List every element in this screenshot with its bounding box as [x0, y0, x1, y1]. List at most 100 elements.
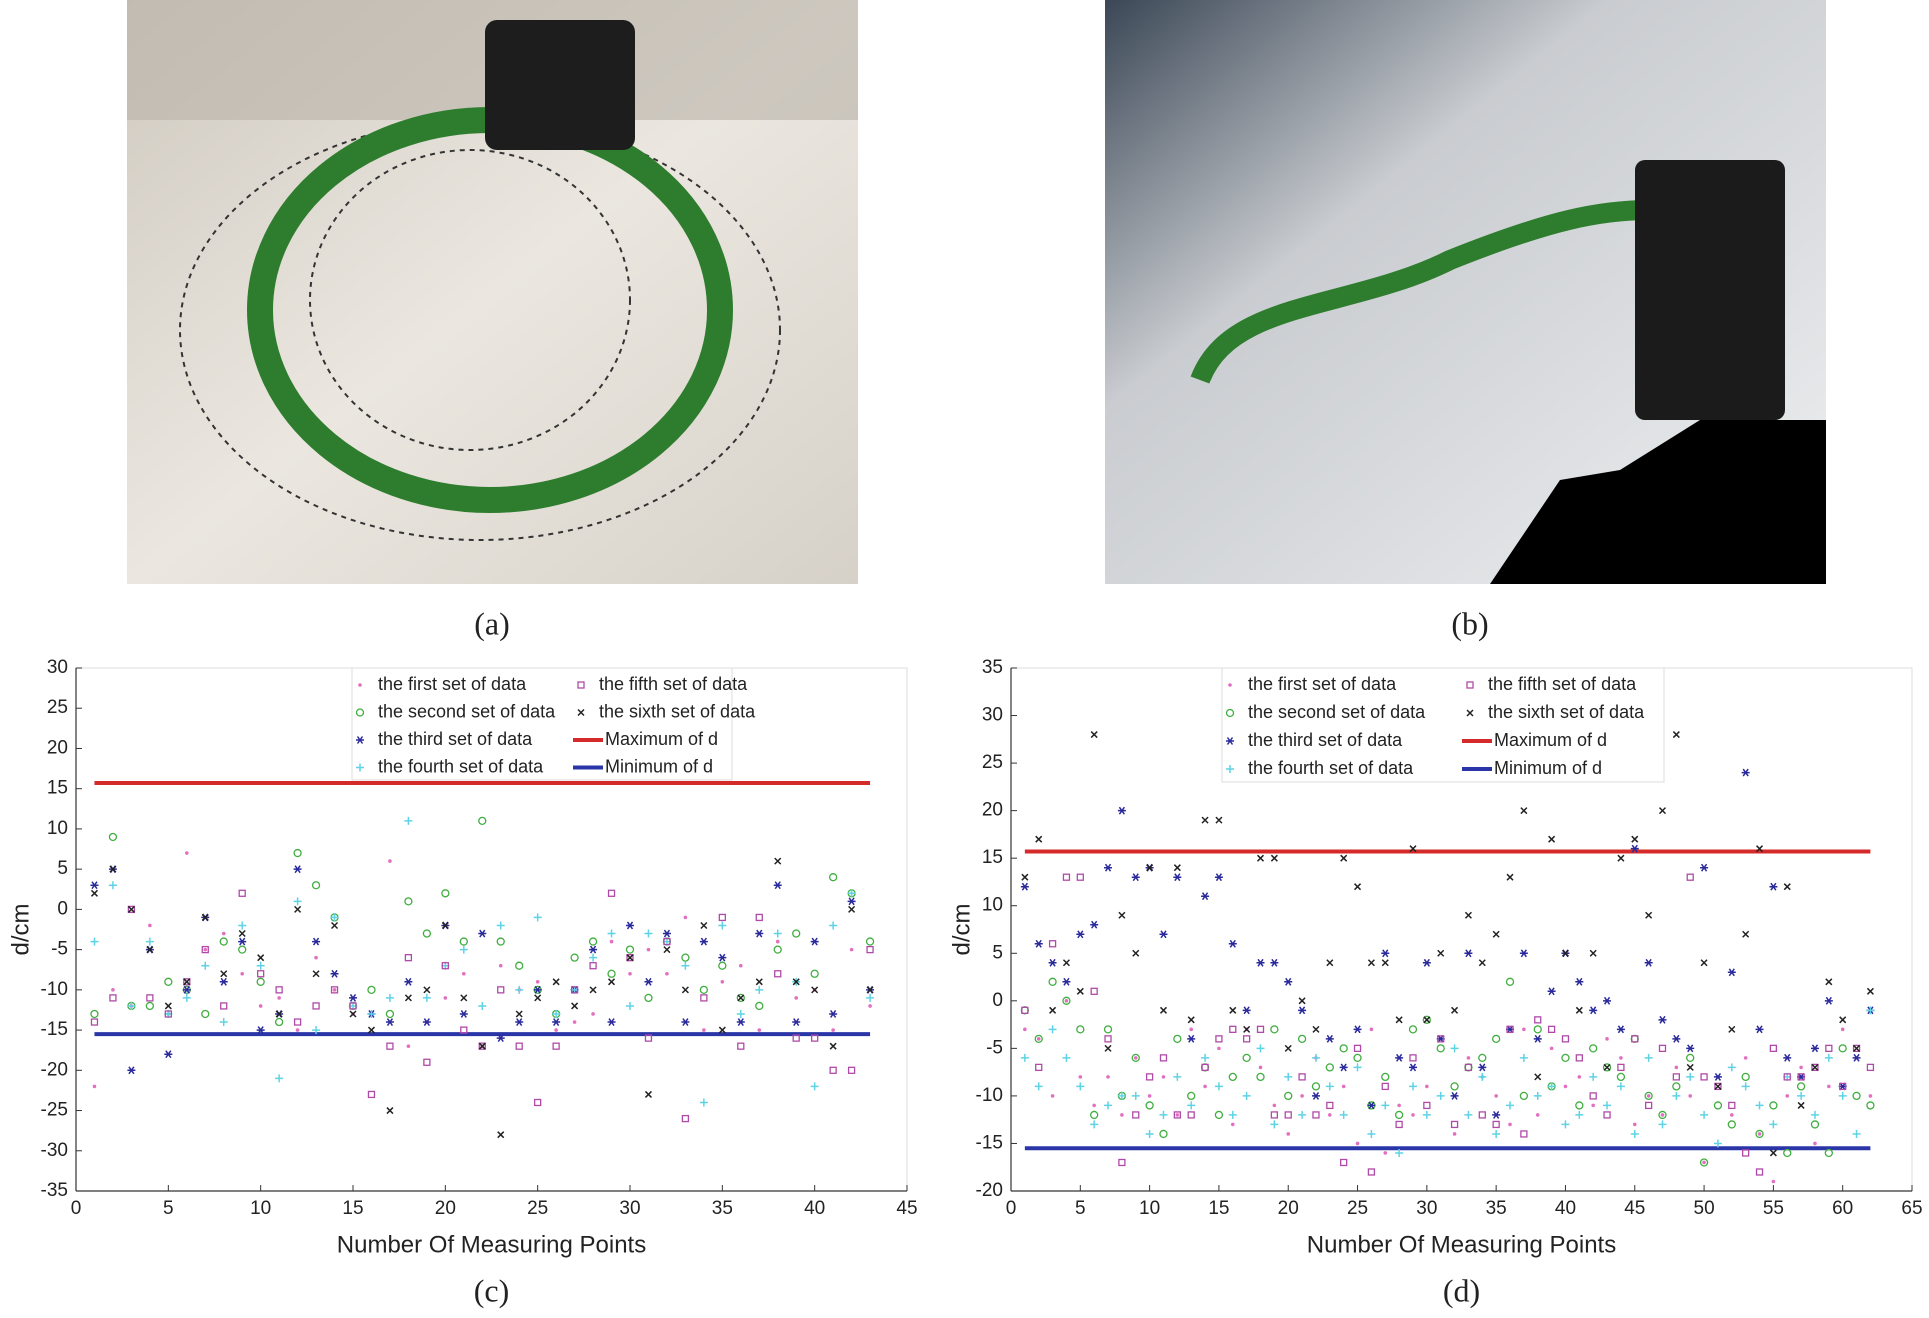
- data-point: [349, 993, 357, 1002]
- data-point: [219, 937, 228, 946]
- x-tick-label: 50: [1694, 1198, 1715, 1219]
- data-point: [1810, 1120, 1820, 1129]
- data-point: [1228, 939, 1237, 948]
- data-point: [406, 1044, 411, 1048]
- legend-marker: [1226, 737, 1234, 745]
- data-point: [628, 971, 632, 976]
- data-point: [1811, 1063, 1819, 1071]
- legend-marker: [1225, 708, 1235, 718]
- data-point: [1605, 1037, 1609, 1041]
- data-point: [386, 1042, 394, 1050]
- data-point: [1437, 949, 1445, 957]
- data-point: [792, 978, 800, 986]
- data-point: [1631, 835, 1639, 843]
- data-point: [1771, 1179, 1776, 1184]
- data-point: [736, 993, 745, 1003]
- data-point: [1478, 959, 1486, 967]
- data-point: [1062, 959, 1070, 967]
- data-point: [1727, 1120, 1736, 1129]
- data-point: [1575, 1006, 1583, 1014]
- data-point: [1852, 1091, 1861, 1101]
- data-point: [330, 913, 339, 922]
- data-point: [1839, 1082, 1847, 1091]
- data-point: [1145, 1073, 1154, 1081]
- data-point: [1464, 1110, 1473, 1119]
- data-point: [462, 971, 466, 976]
- chart-caption: (d): [1443, 1272, 1480, 1308]
- data-point: [757, 1028, 762, 1032]
- data-point: [736, 1009, 745, 1018]
- data-point: [1228, 1072, 1237, 1082]
- x-tick-label: 40: [804, 1198, 825, 1219]
- data-point: [1672, 731, 1680, 739]
- data-point: [1506, 1101, 1515, 1110]
- data-point: [681, 953, 690, 962]
- data-point: [1383, 1151, 1388, 1155]
- data-point: [1326, 959, 1334, 967]
- data-point: [203, 947, 208, 952]
- data-point: [534, 994, 542, 1002]
- data-point: [1395, 1120, 1403, 1129]
- x-tick-label: 15: [1208, 1198, 1229, 1219]
- data-point: [1034, 1034, 1043, 1044]
- data-point: [515, 1010, 523, 1018]
- data-point: [422, 993, 431, 1002]
- data-point: [591, 1012, 595, 1016]
- data-point: [127, 1066, 136, 1075]
- data-point: [1436, 1091, 1445, 1100]
- data-point: [1741, 1072, 1750, 1082]
- data-point: [109, 865, 117, 873]
- y-tick-label: -5: [51, 939, 68, 960]
- data-point: [1090, 987, 1098, 995]
- data-point: [312, 1002, 320, 1010]
- data-point: [127, 905, 136, 914]
- data-point: [478, 1042, 486, 1050]
- data-point: [221, 931, 226, 936]
- data-point: [183, 978, 191, 986]
- data-point: [552, 1009, 561, 1018]
- data-point: [829, 1010, 838, 1018]
- data-point: [1270, 958, 1279, 967]
- data-point: [1243, 1025, 1251, 1033]
- data-point: [1409, 1054, 1417, 1062]
- data-point: [1284, 977, 1293, 986]
- data-point: [1769, 1149, 1777, 1157]
- data-point: [1036, 1037, 1041, 1041]
- data-point: [459, 937, 468, 946]
- data-point: [1741, 1082, 1750, 1091]
- data-point: [1062, 1053, 1071, 1062]
- data-point: [1450, 1091, 1459, 1100]
- data-point: [1103, 1025, 1113, 1034]
- data-point: [1353, 1053, 1362, 1063]
- data-point: [1284, 1044, 1292, 1052]
- photo-a: [127, 0, 858, 584]
- data-point: [535, 980, 540, 984]
- data-point: [646, 947, 651, 952]
- data-point: [1300, 1094, 1304, 1098]
- data-point: [515, 1042, 523, 1050]
- data-point: [1062, 977, 1071, 986]
- data-point: [1616, 1025, 1625, 1034]
- data-point: [1242, 1053, 1251, 1063]
- data-point: [1589, 1006, 1598, 1015]
- data-point: [1492, 1129, 1501, 1138]
- y-tick-label: -15: [976, 1132, 1003, 1153]
- data-point: [1533, 1034, 1542, 1043]
- data-point: [1173, 1034, 1182, 1044]
- data-point: [404, 897, 413, 906]
- data-point: [330, 986, 339, 994]
- data-point: [1519, 949, 1528, 958]
- data-point: [1646, 1094, 1651, 1098]
- data-point: [1630, 1129, 1639, 1138]
- data-point: [1422, 1110, 1431, 1119]
- data-point: [1297, 1034, 1307, 1044]
- data-point: [589, 953, 598, 962]
- data-point: [1312, 1111, 1320, 1119]
- data-point: [1727, 968, 1736, 977]
- data-point: [349, 1002, 357, 1010]
- data-point: [460, 994, 468, 1002]
- data-point: [1700, 1073, 1708, 1081]
- y-tick-label: -5: [986, 1037, 1003, 1058]
